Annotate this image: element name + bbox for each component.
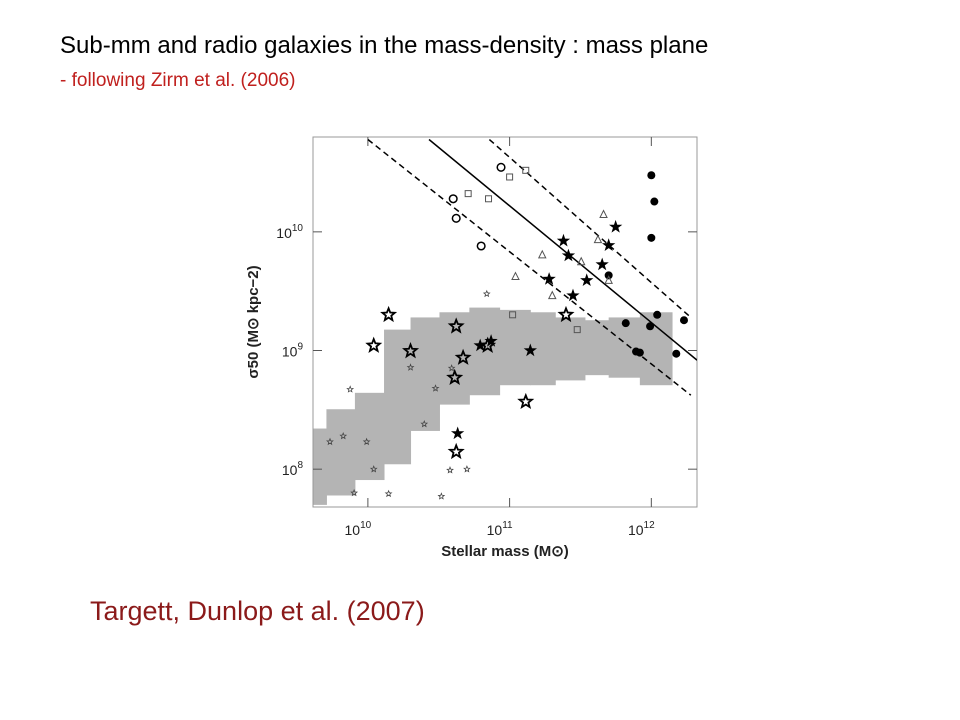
point (346, 385, 355, 393)
point (447, 317, 465, 334)
relation-line (488, 138, 692, 318)
point (573, 326, 581, 334)
point (484, 334, 498, 347)
plot-frame (312, 136, 698, 508)
region-bin (439, 312, 470, 405)
region-bin (384, 329, 412, 465)
region-bin (584, 320, 610, 376)
point (672, 349, 681, 358)
point (635, 348, 644, 357)
point (517, 392, 535, 409)
point (473, 338, 487, 352)
region-bin (499, 309, 531, 386)
point (496, 162, 506, 172)
point (384, 489, 393, 498)
point (380, 305, 398, 323)
point (580, 273, 594, 286)
point (431, 384, 440, 392)
point (621, 319, 630, 328)
point (482, 289, 491, 298)
point (599, 209, 608, 219)
point (406, 363, 415, 371)
region-bin (555, 317, 586, 381)
x-tick-label: 1010 (345, 520, 372, 538)
point (679, 316, 688, 325)
point (420, 420, 429, 428)
region-bin (326, 409, 356, 496)
credit: Targett, Dunlop et al. (2007) (90, 596, 425, 626)
region-bin (313, 428, 327, 505)
point (537, 249, 547, 259)
point (593, 234, 603, 244)
point (542, 272, 556, 285)
region-bin (354, 392, 385, 481)
point (566, 288, 580, 302)
point (447, 442, 465, 460)
region-bin (639, 312, 673, 386)
point (650, 197, 659, 206)
point (448, 194, 458, 204)
point (595, 257, 609, 271)
point (557, 305, 575, 323)
point (604, 275, 613, 284)
point (479, 336, 497, 353)
x-tick-label: 1012 (628, 520, 655, 538)
point (365, 336, 383, 353)
y-tick-label: 108 (282, 460, 304, 478)
point (576, 256, 586, 266)
x-tick-label: 1011 (487, 520, 513, 538)
point (326, 437, 334, 446)
region-bin (469, 307, 501, 396)
point (451, 426, 465, 440)
y-tick-label: 109 (282, 342, 304, 360)
x-axis-label: Stellar mass (M⊙) (441, 543, 569, 560)
point (446, 368, 464, 386)
point (653, 310, 662, 319)
point (523, 343, 537, 357)
point (476, 241, 486, 251)
point (556, 233, 571, 247)
point (506, 173, 514, 181)
point (609, 219, 623, 233)
point (647, 233, 656, 242)
y-axis-label: σ50 (M⊙ kpc−2) (245, 265, 262, 378)
point (437, 492, 446, 500)
point (509, 311, 517, 319)
point (561, 248, 576, 262)
point (646, 322, 655, 331)
slide-subtitle: - following Zirm et al. (2006) (60, 70, 295, 91)
point (602, 238, 616, 251)
point (522, 166, 530, 174)
region-bin (608, 317, 641, 378)
point (485, 195, 493, 203)
point (339, 432, 348, 440)
point (547, 290, 557, 300)
point (447, 364, 456, 372)
y-tick-label: 1010 (276, 223, 303, 241)
point (647, 171, 656, 180)
point (402, 341, 420, 359)
point (511, 271, 520, 281)
point (454, 348, 472, 365)
point (369, 465, 378, 473)
slide-title: Sub-mm and radio galaxies in the mass-de… (60, 32, 708, 59)
point (446, 466, 454, 474)
point (350, 488, 359, 497)
point (463, 465, 471, 473)
point (464, 190, 472, 198)
region-bin (410, 317, 440, 431)
point (451, 213, 461, 223)
point (362, 437, 371, 446)
